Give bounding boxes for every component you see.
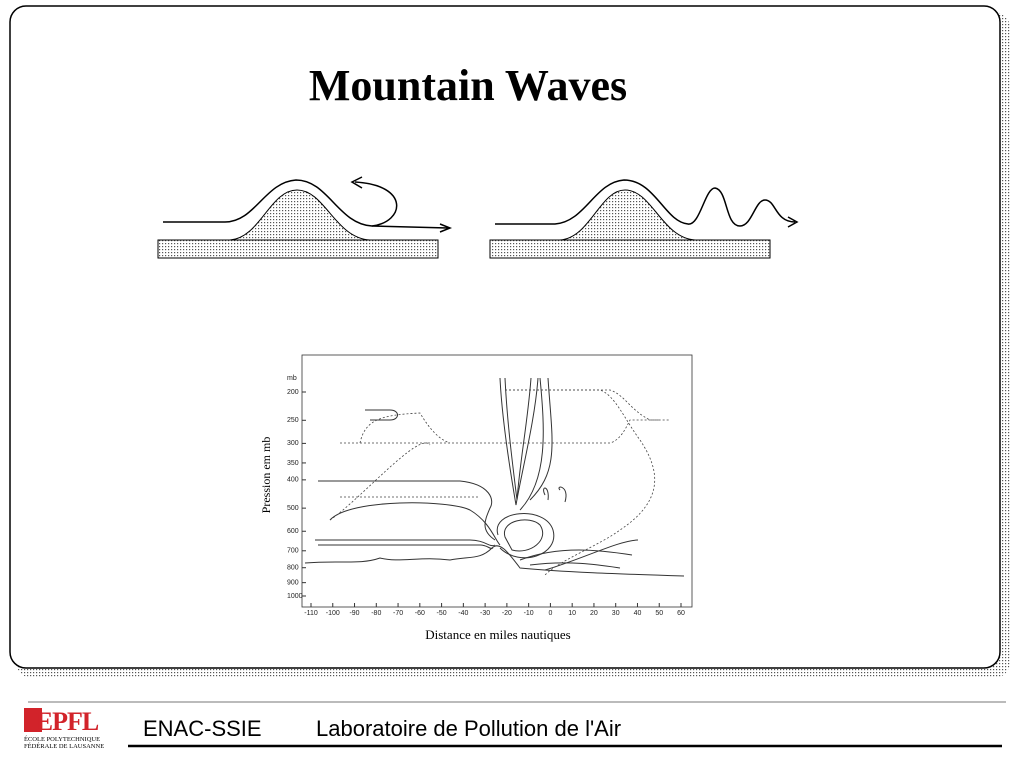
x-tick-label: 20 [590, 610, 598, 617]
x-tick-label: 60 [677, 610, 685, 617]
y-tick-label: 200 [287, 389, 299, 396]
y-tick-label: 250 [287, 417, 299, 424]
x-tick-label: -30 [480, 610, 490, 617]
y-unit: mb [287, 375, 297, 382]
mountain-diagram [489, 179, 799, 259]
mountain-diagram [157, 176, 453, 259]
logo-line: ÉCOLE POLYTECHNIQUE [24, 735, 100, 743]
x-tick-label: -40 [458, 610, 468, 617]
y-tick-label: 700 [287, 548, 299, 555]
contours [304, 377, 685, 577]
y-axis-label: Pression em mb [259, 437, 273, 514]
tropopause [329, 389, 670, 576]
logo-line: FÉDÉRALE DE LAUSANNE [24, 742, 104, 750]
x-tick-label: -20 [502, 610, 512, 617]
y-tick-label: 800 [287, 565, 299, 572]
y-tick-label: 500 [287, 505, 299, 512]
x-tick-label: -10 [524, 610, 534, 617]
x-tick-label: -70 [393, 610, 403, 617]
logo: EPFL [36, 707, 99, 736]
logo-block [24, 708, 42, 732]
x-axis-label: Distance en miles nautiques [425, 627, 571, 642]
title: Mountain Waves [309, 61, 627, 110]
y-tick-label: 1000 [287, 593, 303, 600]
x-tick-label: -80 [371, 610, 381, 617]
x-tick-label: -110 [304, 610, 318, 617]
x-tick-label: -60 [415, 610, 425, 617]
footer-unit: ENAC-SSIE [143, 716, 262, 741]
x-tick-label: 50 [655, 610, 663, 617]
x-tick-label: 10 [568, 610, 576, 617]
y-tick-label: 400 [287, 477, 299, 484]
x-tick-label: 0 [548, 610, 552, 617]
y-tick-label: 300 [287, 440, 299, 447]
x-tick-label: -50 [437, 610, 447, 617]
footer-lab: Laboratoire de Pollution de l'Air [316, 716, 621, 741]
y-tick-label: 900 [287, 579, 299, 586]
x-tick-label: 40 [634, 610, 642, 617]
y-tick-label: 350 [287, 460, 299, 467]
frame [9, 5, 1001, 669]
x-tick-label: 30 [612, 610, 620, 617]
y-tick-label: 600 [287, 528, 299, 535]
x-tick-label: -90 [349, 610, 359, 617]
x-tick-label: -100 [326, 610, 340, 617]
